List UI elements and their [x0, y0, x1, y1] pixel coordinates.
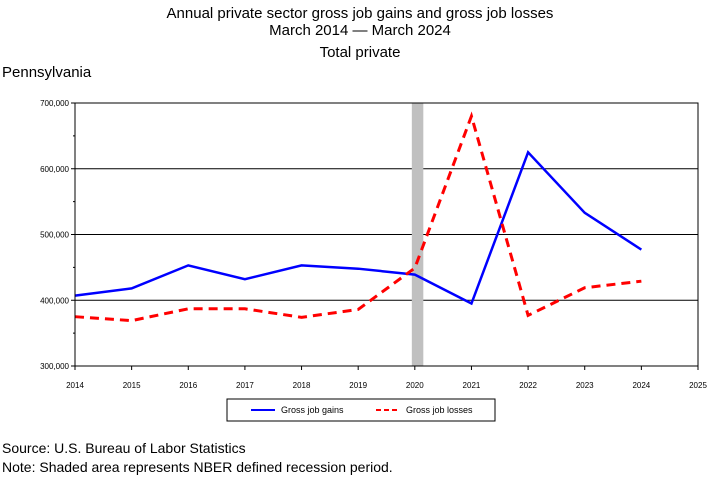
chart-title: Annual private sector gross job gains an…: [166, 5, 554, 22]
chart-date-range: March 2014 — March 2024: [269, 22, 451, 39]
recession-band: [411, 103, 424, 366]
legend: Gross job gains Gross job losses: [226, 398, 496, 422]
x-tick-label: 2021: [463, 381, 481, 390]
x-tick-label: 2025: [689, 381, 707, 390]
x-tick-label: 2018: [293, 381, 311, 390]
y-tick-label: 500,000: [40, 231, 69, 240]
y-tick-label: 600,000: [40, 165, 69, 174]
source-note: Source: U.S. Bureau of Labor Statistics: [2, 440, 246, 456]
x-tick-label: 2023: [576, 381, 594, 390]
region-label: Pennsylvania: [2, 64, 92, 81]
x-tick-label: 2015: [123, 381, 141, 390]
legend-box: [226, 398, 496, 422]
y-tick-label: 700,000: [40, 99, 69, 108]
x-tick-label: 2019: [349, 381, 367, 390]
x-tick-label: 2020: [406, 381, 424, 390]
y-tick-label: 400,000: [40, 296, 69, 305]
x-tick-label: 2022: [519, 381, 537, 390]
chart-subtitle: Total private: [319, 44, 401, 61]
series-line-gross-job-losses: [74, 111, 642, 323]
x-tick-label: 2017: [236, 381, 254, 390]
y-tick-label: 300,000: [40, 362, 69, 371]
x-tick-label: 2016: [179, 381, 197, 390]
legend-label: Gross job losses: [406, 405, 473, 415]
x-axis: 2014 2015 2016 2017 2018 2019 2020 2021 2022 2023…: [66, 366, 707, 390]
x-tick-label: 2014: [66, 381, 84, 390]
x-tick-label: 2024: [632, 381, 650, 390]
grid-lines: [75, 168, 698, 301]
y-axis: 300,000 400,000 500,000 600,000 700,000: [40, 99, 75, 371]
series-lines: [74, 111, 643, 323]
recession-note: Note: Shaded area represents NBER define…: [2, 459, 393, 475]
legend-label: Gross job gains: [281, 405, 344, 415]
recession-shading: [411, 103, 424, 366]
series-line-gross-job-gains: [74, 149, 643, 306]
